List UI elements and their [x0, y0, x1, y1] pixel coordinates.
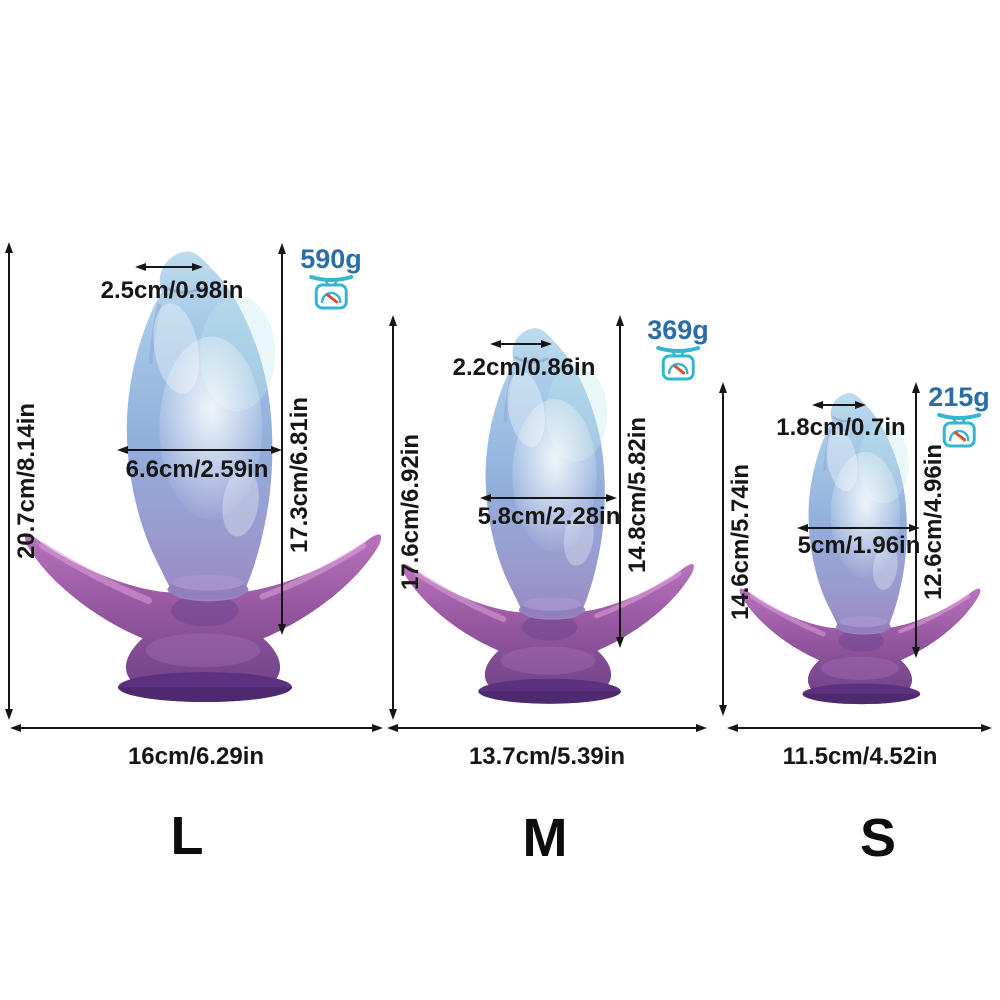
total-height-label-l: 20.7cm/8.14in	[13, 402, 40, 560]
total-height-label-s: 14.6cm/5.74in	[727, 463, 754, 621]
insertable-height-arrow-l	[278, 243, 286, 635]
tip-width-arrow-s	[812, 401, 866, 409]
tip-width-label-l: 2.5cm/0.98in	[100, 277, 244, 304]
total-height-arrow-s	[719, 382, 727, 716]
weight-value-l: 590g	[300, 244, 362, 274]
weight-badge-s: 215g	[928, 384, 990, 449]
size-letter-s: S	[859, 808, 897, 868]
base-width-arrow-s	[727, 724, 992, 732]
scale-icon	[655, 346, 700, 381]
body-width-label-m: 5.8cm/2.28in	[477, 503, 621, 530]
tip-width-label-s: 1.8cm/0.7in	[776, 414, 906, 441]
base-width-label-s: 11.5cm/4.52in	[782, 743, 938, 770]
body-width-label-s: 5cm/1.96in	[797, 532, 921, 559]
weight-value-m: 369g	[647, 315, 709, 345]
tip-width-label-m: 2.2cm/0.86in	[452, 354, 596, 381]
body-width-arrow-s	[797, 524, 920, 532]
size-letter-m: M	[522, 808, 568, 868]
base-width-arrow-l	[10, 724, 383, 732]
body-width-arrow-l	[117, 446, 282, 454]
total-height-arrow-l	[5, 242, 13, 720]
size-letter-l: L	[170, 806, 204, 866]
insertable-height-label-s: 12.6cm/4.96in	[920, 443, 947, 601]
base-width-arrow-m	[387, 724, 707, 732]
scale-icon	[936, 413, 981, 448]
total-height-arrow-m	[389, 315, 397, 720]
body-width-label-l: 6.6cm/2.59in	[125, 456, 269, 483]
base-width-label-l: 16cm/6.29in	[127, 743, 265, 770]
weight-value-s: 215g	[928, 382, 990, 412]
weight-badge-m: 369g	[647, 317, 709, 382]
base-width-label-m: 13.7cm/5.39in	[468, 743, 626, 770]
tip-width-arrow-l	[135, 263, 203, 271]
insertable-height-label-m: 14.8cm/5.82in	[624, 416, 651, 574]
tip-width-arrow-m	[490, 340, 552, 348]
insertable-height-arrow-m	[616, 315, 624, 648]
insertable-height-arrow-s	[912, 382, 920, 658]
scale-icon	[308, 275, 353, 310]
insertable-height-label-l: 17.3cm/6.81in	[286, 396, 313, 554]
weight-badge-l: 590g	[300, 246, 362, 311]
body-width-arrow-m	[480, 494, 617, 502]
total-height-label-m: 17.6cm/6.92in	[397, 433, 424, 591]
